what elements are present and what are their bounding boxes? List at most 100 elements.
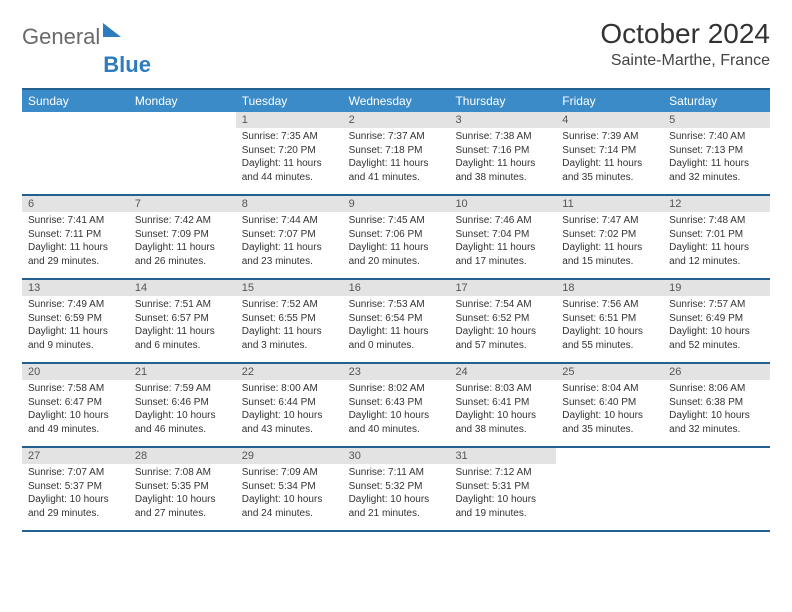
sunset-text: Sunset: 7:18 PM (349, 144, 444, 158)
sunrise-text: Sunrise: 7:42 AM (135, 214, 230, 228)
sunset-text: Sunset: 7:13 PM (669, 144, 764, 158)
sunrise-text: Sunrise: 7:47 AM (562, 214, 657, 228)
day-number (663, 448, 770, 464)
sunrise-text: Sunrise: 7:49 AM (28, 298, 123, 312)
day-body: Sunrise: 7:51 AMSunset: 6:57 PMDaylight:… (129, 296, 236, 356)
day-cell (663, 448, 770, 530)
sunset-text: Sunset: 6:38 PM (669, 396, 764, 410)
day-body: Sunrise: 7:38 AMSunset: 7:16 PMDaylight:… (449, 128, 556, 188)
sunrise-text: Sunrise: 7:51 AM (135, 298, 230, 312)
daylight-text: Daylight: 10 hours and 35 minutes. (562, 409, 657, 436)
day-number: 6 (22, 196, 129, 212)
day-body (556, 464, 663, 470)
daylight-text: Daylight: 10 hours and 27 minutes. (135, 493, 230, 520)
daylight-text: Daylight: 10 hours and 29 minutes. (28, 493, 123, 520)
sunrise-text: Sunrise: 7:12 AM (455, 466, 550, 480)
sunrise-text: Sunrise: 7:48 AM (669, 214, 764, 228)
day-number: 30 (343, 448, 450, 464)
title-block: October 2024 Sainte-Marthe, France (600, 18, 770, 70)
sunrise-text: Sunrise: 7:35 AM (242, 130, 337, 144)
day-number: 8 (236, 196, 343, 212)
day-body: Sunrise: 7:48 AMSunset: 7:01 PMDaylight:… (663, 212, 770, 272)
daylight-text: Daylight: 10 hours and 40 minutes. (349, 409, 444, 436)
sunrise-text: Sunrise: 7:56 AM (562, 298, 657, 312)
day-body: Sunrise: 8:00 AMSunset: 6:44 PMDaylight:… (236, 380, 343, 440)
sunrise-text: Sunrise: 7:37 AM (349, 130, 444, 144)
week-row: 6Sunrise: 7:41 AMSunset: 7:11 PMDaylight… (22, 196, 770, 280)
day-cell: 26Sunrise: 8:06 AMSunset: 6:38 PMDayligh… (663, 364, 770, 446)
sunrise-text: Sunrise: 8:02 AM (349, 382, 444, 396)
week-row: 20Sunrise: 7:58 AMSunset: 6:47 PMDayligh… (22, 364, 770, 448)
day-body: Sunrise: 7:58 AMSunset: 6:47 PMDaylight:… (22, 380, 129, 440)
day-cell: 28Sunrise: 7:08 AMSunset: 5:35 PMDayligh… (129, 448, 236, 530)
day-number: 9 (343, 196, 450, 212)
sunrise-text: Sunrise: 8:06 AM (669, 382, 764, 396)
daylight-text: Daylight: 10 hours and 52 minutes. (669, 325, 764, 352)
day-cell: 27Sunrise: 7:07 AMSunset: 5:37 PMDayligh… (22, 448, 129, 530)
day-cell: 20Sunrise: 7:58 AMSunset: 6:47 PMDayligh… (22, 364, 129, 446)
day-cell: 14Sunrise: 7:51 AMSunset: 6:57 PMDayligh… (129, 280, 236, 362)
day-cell: 18Sunrise: 7:56 AMSunset: 6:51 PMDayligh… (556, 280, 663, 362)
day-body: Sunrise: 7:56 AMSunset: 6:51 PMDaylight:… (556, 296, 663, 356)
sunset-text: Sunset: 5:34 PM (242, 480, 337, 494)
day-header: Saturday (663, 90, 770, 112)
sunset-text: Sunset: 7:16 PM (455, 144, 550, 158)
day-number: 1 (236, 112, 343, 128)
day-cell: 22Sunrise: 8:00 AMSunset: 6:44 PMDayligh… (236, 364, 343, 446)
sunrise-text: Sunrise: 7:08 AM (135, 466, 230, 480)
day-cell: 4Sunrise: 7:39 AMSunset: 7:14 PMDaylight… (556, 112, 663, 194)
day-number: 23 (343, 364, 450, 380)
day-body: Sunrise: 7:54 AMSunset: 6:52 PMDaylight:… (449, 296, 556, 356)
sunset-text: Sunset: 7:09 PM (135, 228, 230, 242)
sunset-text: Sunset: 6:55 PM (242, 312, 337, 326)
sunrise-text: Sunrise: 7:54 AM (455, 298, 550, 312)
day-body: Sunrise: 8:02 AMSunset: 6:43 PMDaylight:… (343, 380, 450, 440)
daylight-text: Daylight: 11 hours and 20 minutes. (349, 241, 444, 268)
sunset-text: Sunset: 7:01 PM (669, 228, 764, 242)
day-header-row: Sunday Monday Tuesday Wednesday Thursday… (22, 90, 770, 112)
daylight-text: Daylight: 11 hours and 3 minutes. (242, 325, 337, 352)
sunset-text: Sunset: 6:43 PM (349, 396, 444, 410)
day-number (129, 112, 236, 128)
sunrise-text: Sunrise: 7:40 AM (669, 130, 764, 144)
day-body: Sunrise: 7:08 AMSunset: 5:35 PMDaylight:… (129, 464, 236, 524)
day-number: 15 (236, 280, 343, 296)
sunset-text: Sunset: 6:46 PM (135, 396, 230, 410)
day-body: Sunrise: 7:45 AMSunset: 7:06 PMDaylight:… (343, 212, 450, 272)
sunrise-text: Sunrise: 7:11 AM (349, 466, 444, 480)
sunset-text: Sunset: 6:52 PM (455, 312, 550, 326)
day-cell (129, 112, 236, 194)
sunset-text: Sunset: 7:20 PM (242, 144, 337, 158)
day-cell: 11Sunrise: 7:47 AMSunset: 7:02 PMDayligh… (556, 196, 663, 278)
sunset-text: Sunset: 7:11 PM (28, 228, 123, 242)
day-number: 29 (236, 448, 343, 464)
sunset-text: Sunset: 6:40 PM (562, 396, 657, 410)
daylight-text: Daylight: 10 hours and 21 minutes. (349, 493, 444, 520)
week-row: 13Sunrise: 7:49 AMSunset: 6:59 PMDayligh… (22, 280, 770, 364)
day-body: Sunrise: 7:57 AMSunset: 6:49 PMDaylight:… (663, 296, 770, 356)
sunset-text: Sunset: 7:14 PM (562, 144, 657, 158)
day-number: 5 (663, 112, 770, 128)
day-cell: 23Sunrise: 8:02 AMSunset: 6:43 PMDayligh… (343, 364, 450, 446)
day-cell: 29Sunrise: 7:09 AMSunset: 5:34 PMDayligh… (236, 448, 343, 530)
day-cell (22, 112, 129, 194)
sunrise-text: Sunrise: 7:53 AM (349, 298, 444, 312)
day-body: Sunrise: 7:53 AMSunset: 6:54 PMDaylight:… (343, 296, 450, 356)
day-cell: 17Sunrise: 7:54 AMSunset: 6:52 PMDayligh… (449, 280, 556, 362)
day-header: Sunday (22, 90, 129, 112)
daylight-text: Daylight: 11 hours and 32 minutes. (669, 157, 764, 184)
weeks-container: 1 Sunrise: 7:35 AMSunset: 7:20 PM Daylight… (22, 112, 770, 532)
sunset-text: Sunset: 5:37 PM (28, 480, 123, 494)
day-cell: 24Sunrise: 8:03 AMSunset: 6:41 PMDayligh… (449, 364, 556, 446)
sunset-text: Sunset: 6:54 PM (349, 312, 444, 326)
day-body: Sunrise: 7:37 AMSunset: 7:18 PMDaylight:… (343, 128, 450, 188)
day-body (22, 128, 129, 134)
day-number: 11 (556, 196, 663, 212)
month-title: October 2024 (600, 18, 770, 50)
day-number: 28 (129, 448, 236, 464)
daylight-text: Daylight: 11 hours and 38 minutes. (455, 157, 550, 184)
sunset-text: Sunset: 6:44 PM (242, 396, 337, 410)
day-body: Sunrise: 7:46 AMSunset: 7:04 PMDaylight:… (449, 212, 556, 272)
sunset-text: Sunset: 6:47 PM (28, 396, 123, 410)
daylight-text: Daylight: 10 hours and 32 minutes. (669, 409, 764, 436)
